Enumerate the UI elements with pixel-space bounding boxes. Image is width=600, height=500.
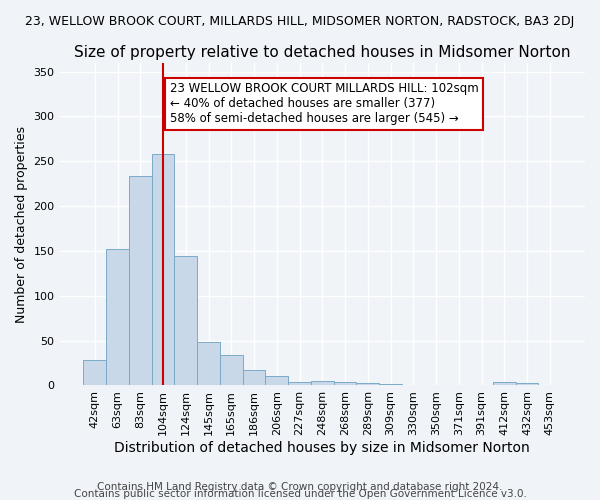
Bar — [197, 342, 220, 386]
Bar — [175, 256, 197, 386]
Bar — [334, 382, 356, 386]
Bar — [83, 360, 106, 386]
Bar — [106, 249, 129, 386]
Bar — [265, 376, 288, 386]
Text: 23 WELLOW BROOK COURT MILLARDS HILL: 102sqm
← 40% of detached houses are smaller: 23 WELLOW BROOK COURT MILLARDS HILL: 102… — [170, 82, 479, 126]
Bar — [129, 176, 152, 386]
Bar — [242, 370, 265, 386]
Y-axis label: Number of detached properties: Number of detached properties — [15, 126, 28, 322]
Bar — [288, 382, 311, 386]
Title: Size of property relative to detached houses in Midsomer Norton: Size of property relative to detached ho… — [74, 45, 571, 60]
X-axis label: Distribution of detached houses by size in Midsomer Norton: Distribution of detached houses by size … — [115, 441, 530, 455]
Bar — [356, 383, 379, 386]
Bar — [379, 384, 402, 386]
Bar — [493, 382, 515, 386]
Text: Contains HM Land Registry data © Crown copyright and database right 2024.: Contains HM Land Registry data © Crown c… — [97, 482, 503, 492]
Text: Contains public sector information licensed under the Open Government Licence v3: Contains public sector information licen… — [74, 489, 526, 499]
Bar — [311, 381, 334, 386]
Bar — [220, 355, 242, 386]
Bar — [152, 154, 175, 386]
Text: 23, WELLOW BROOK COURT, MILLARDS HILL, MIDSOMER NORTON, RADSTOCK, BA3 2DJ: 23, WELLOW BROOK COURT, MILLARDS HILL, M… — [25, 15, 575, 28]
Bar — [515, 383, 538, 386]
